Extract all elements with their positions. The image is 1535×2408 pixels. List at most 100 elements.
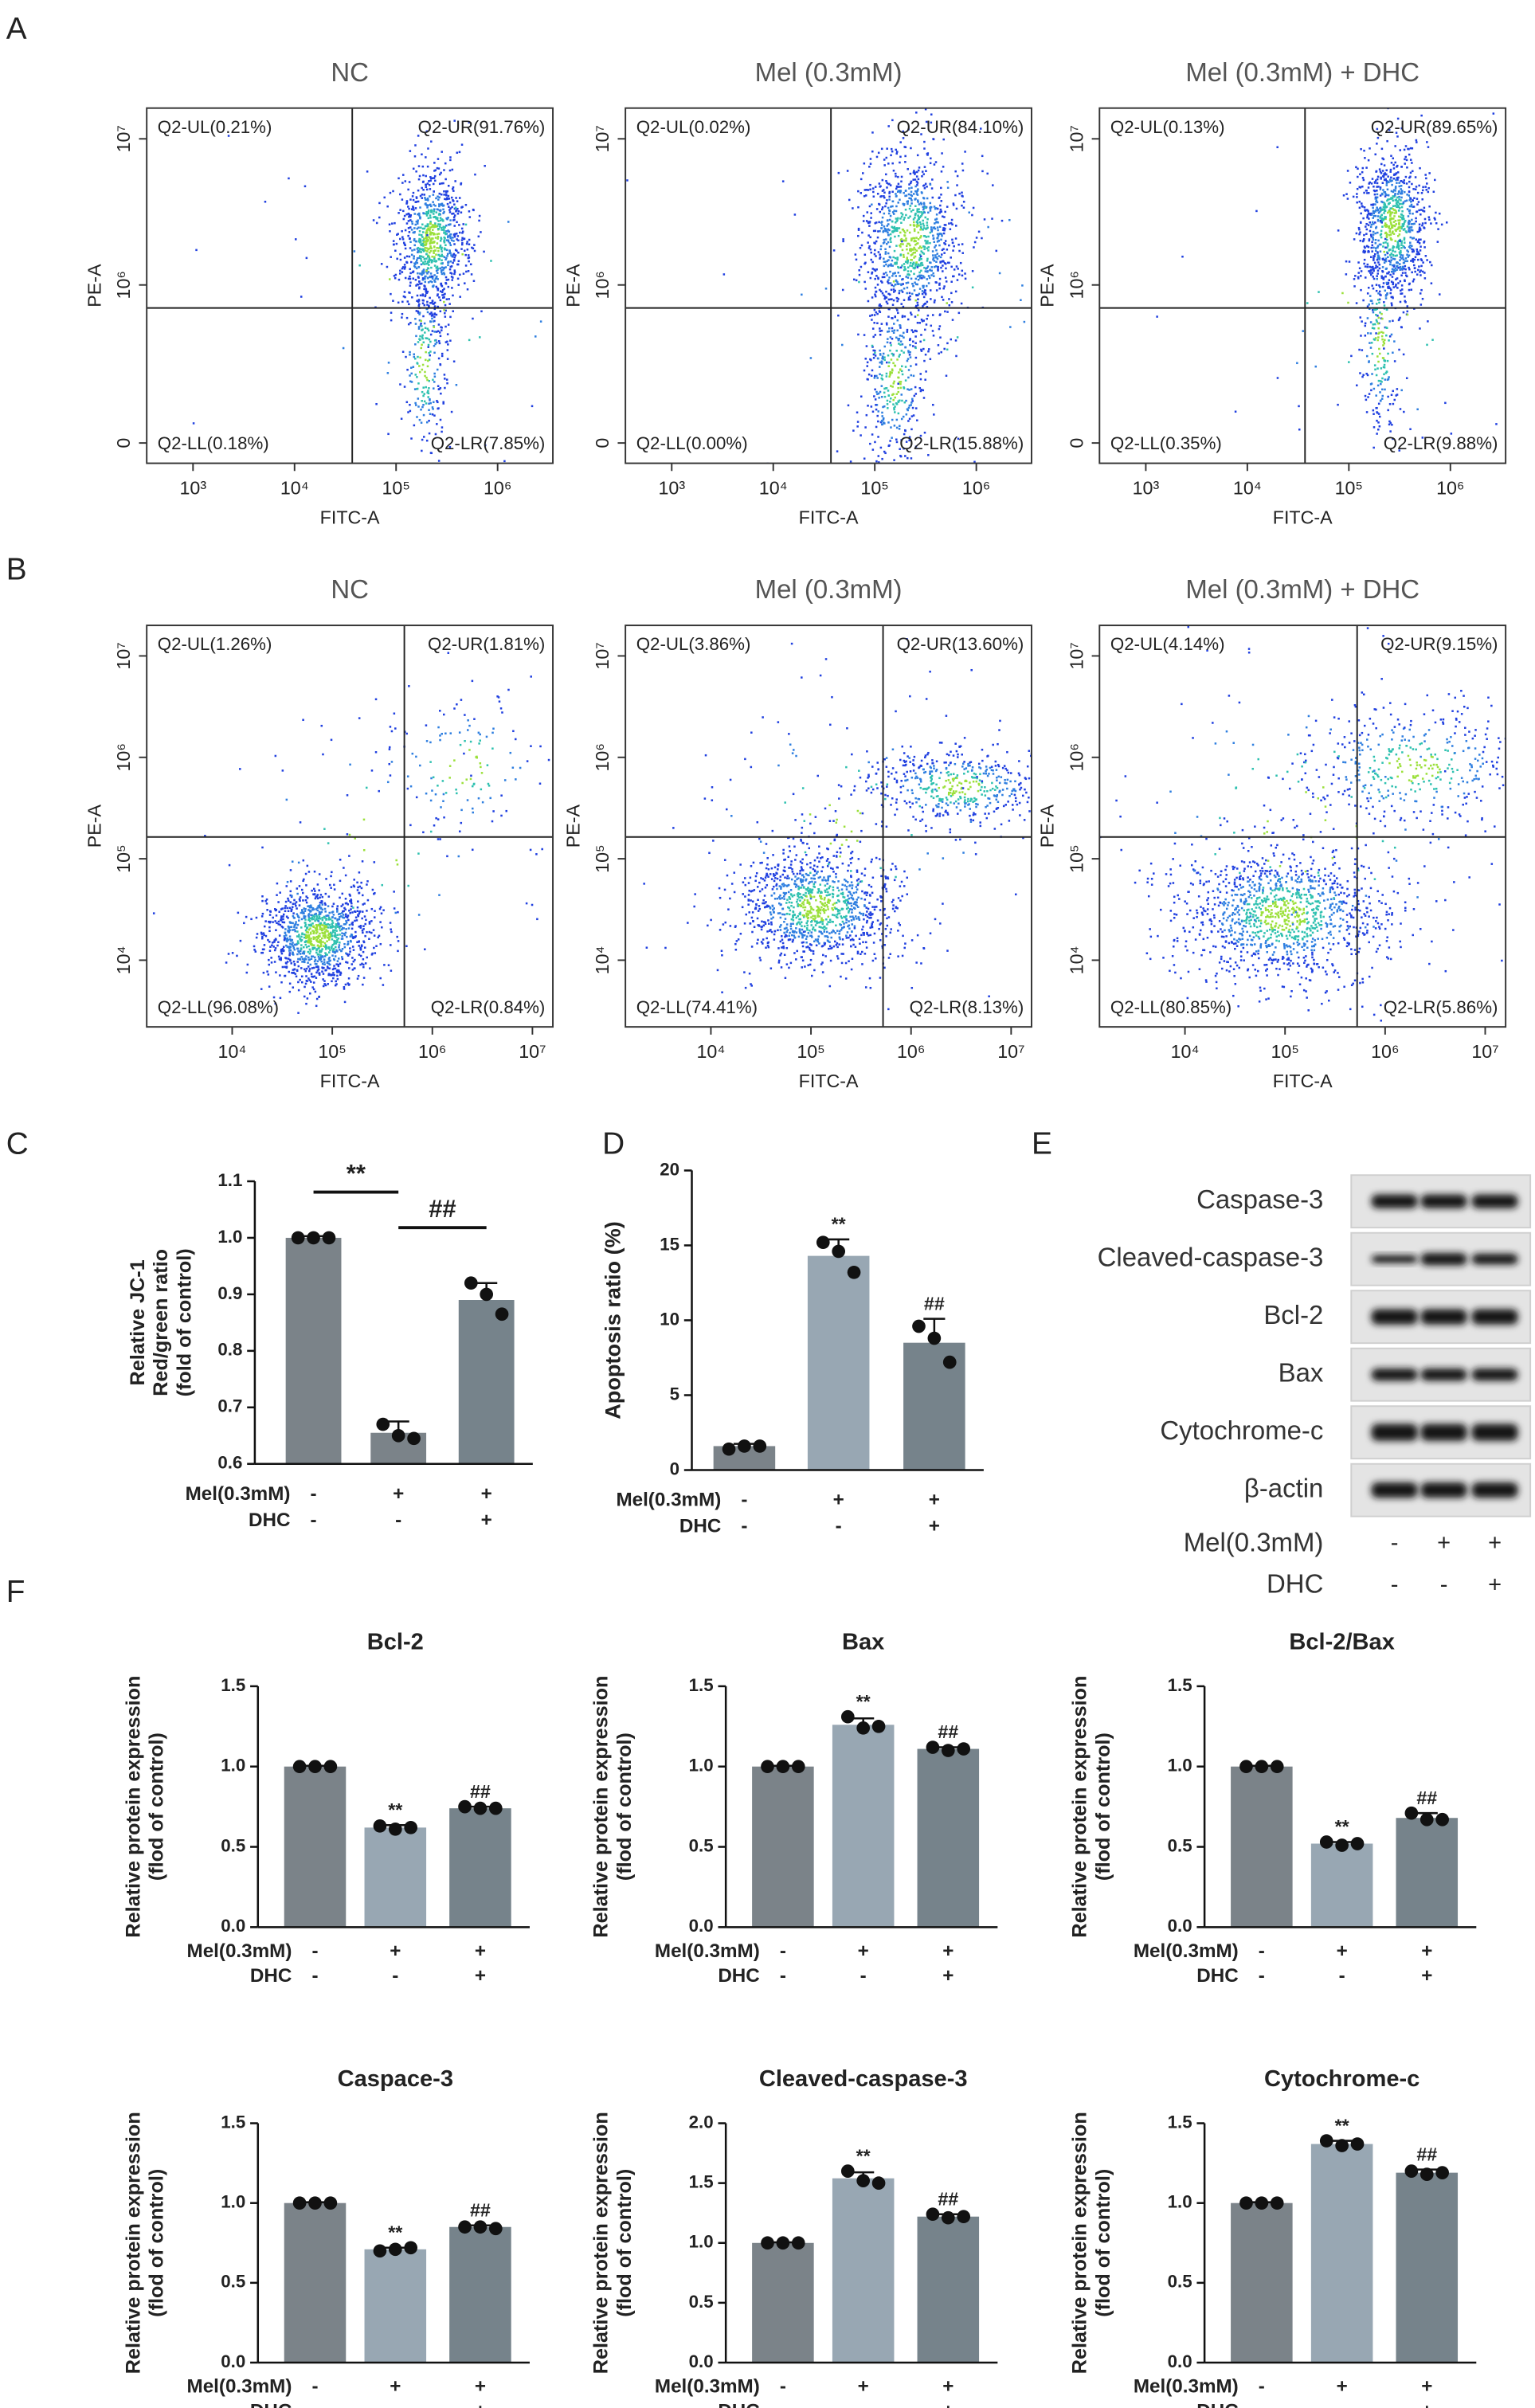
event-dot xyxy=(328,956,331,959)
event-dot xyxy=(1378,290,1381,293)
event-dot xyxy=(262,971,265,974)
event-dot xyxy=(264,899,267,903)
event-cloud xyxy=(192,119,542,463)
event-dot xyxy=(309,932,312,935)
event-dot xyxy=(327,946,331,949)
event-dot xyxy=(906,248,908,251)
event-dot xyxy=(932,256,935,260)
event-dot xyxy=(873,308,876,311)
event-dot xyxy=(911,283,914,285)
event-dot xyxy=(908,389,910,391)
event-dot xyxy=(318,889,320,891)
event-dot xyxy=(437,158,440,160)
event-dot xyxy=(1389,214,1392,217)
event-dot xyxy=(319,949,321,952)
event-dot xyxy=(892,393,895,395)
event-dot xyxy=(439,217,442,219)
event-dot xyxy=(323,930,327,934)
event-dot xyxy=(1403,217,1405,221)
x-tick-label: 10⁶ xyxy=(962,478,990,499)
event-dot xyxy=(1396,254,1398,256)
event-dot xyxy=(1380,213,1383,217)
event-dot xyxy=(855,258,858,261)
event-dot xyxy=(1376,245,1380,248)
event-dot xyxy=(427,281,430,284)
event-dot xyxy=(429,231,432,233)
event-dot xyxy=(444,162,447,165)
event-dot xyxy=(305,901,308,904)
event-dot xyxy=(427,227,429,230)
event-dot xyxy=(912,209,914,212)
event-dot xyxy=(847,404,850,407)
event-dot xyxy=(871,296,874,299)
event-dot xyxy=(879,245,883,248)
event-dot xyxy=(927,454,930,456)
quadrant-label: Q2-UL(0.02%) xyxy=(636,117,751,137)
event-dot xyxy=(908,197,910,200)
event-dot xyxy=(1376,275,1378,277)
event-dot xyxy=(287,938,289,942)
event-dot xyxy=(426,165,429,168)
event-dot xyxy=(419,240,422,242)
event-dot xyxy=(307,918,311,921)
event-dot xyxy=(358,717,361,719)
quadrant-label: Q2-LR(7.85%) xyxy=(431,433,546,453)
event-dot xyxy=(889,184,892,186)
event-dot xyxy=(268,985,271,988)
event-dot xyxy=(335,949,338,952)
event-dot xyxy=(302,899,304,902)
event-dot xyxy=(319,896,321,899)
event-dot xyxy=(1378,256,1381,260)
event-dot xyxy=(879,333,882,336)
event-dot xyxy=(1372,236,1374,239)
event-dot xyxy=(422,261,425,264)
event-dot xyxy=(414,318,417,320)
event-dot xyxy=(468,210,471,213)
event-dot xyxy=(1412,212,1414,215)
event-dot xyxy=(350,886,353,888)
event-dot xyxy=(448,445,452,448)
event-dot xyxy=(883,272,885,275)
event-dot xyxy=(883,196,886,199)
event-dot xyxy=(910,270,912,272)
event-dot xyxy=(323,917,326,919)
event-dot xyxy=(1382,344,1384,347)
event-dot xyxy=(1394,219,1397,222)
event-dot xyxy=(915,193,918,195)
event-dot xyxy=(306,896,309,899)
event-dot xyxy=(427,225,429,228)
event-dot xyxy=(809,357,813,359)
event-dot xyxy=(1400,240,1403,243)
event-dot xyxy=(877,392,880,395)
event-dot xyxy=(507,688,510,691)
event-dot xyxy=(1404,246,1406,249)
event-dot xyxy=(909,172,912,175)
event-dot xyxy=(441,182,443,185)
event-dot xyxy=(899,399,901,402)
event-dot xyxy=(409,284,412,287)
event-dot xyxy=(315,912,317,915)
event-dot xyxy=(366,170,369,173)
event-dot xyxy=(1372,323,1375,326)
event-dot xyxy=(888,375,891,378)
event-dot xyxy=(395,242,398,245)
event-dot xyxy=(1395,229,1397,233)
event-dot xyxy=(872,353,875,356)
event-dot xyxy=(930,206,933,209)
event-dot xyxy=(394,249,397,253)
event-dot xyxy=(1358,267,1361,270)
event-dot xyxy=(1384,297,1388,300)
event-dot xyxy=(1379,219,1382,222)
event-dot xyxy=(924,216,927,219)
event-dot xyxy=(313,946,316,949)
event-dot xyxy=(923,359,926,362)
event-dot xyxy=(1419,249,1422,252)
event-dot xyxy=(948,298,950,300)
event-dot xyxy=(434,277,437,280)
event-dot xyxy=(417,382,420,385)
event-dot xyxy=(879,253,881,256)
event-dot xyxy=(292,972,295,974)
event-dot xyxy=(922,245,925,248)
event-dot xyxy=(950,280,953,283)
event-dot xyxy=(1384,388,1386,391)
